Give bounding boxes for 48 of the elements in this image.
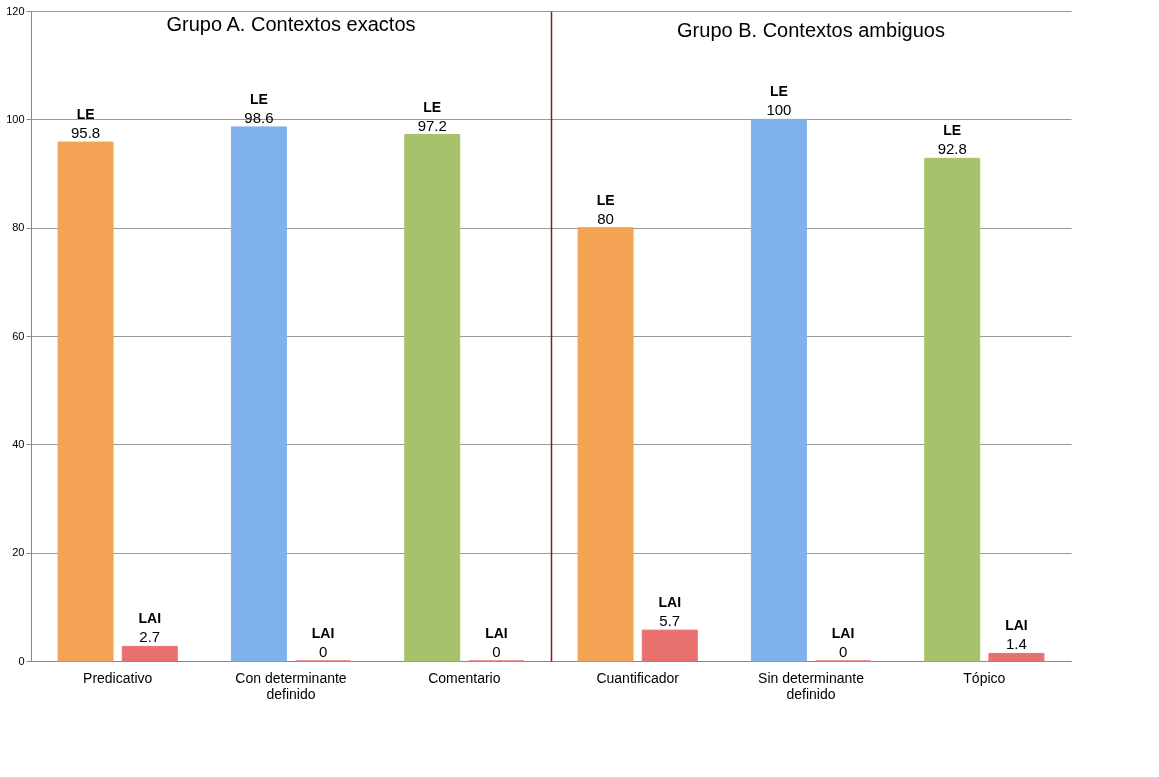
x-tick-label: Con determinante definido bbox=[235, 669, 347, 702]
chart-title: Grupo A. Contextos exactos bbox=[166, 13, 416, 35]
x-tick-label: Comentario bbox=[428, 669, 501, 686]
bar bbox=[121, 645, 178, 662]
x-tick-label: Sin determinante definido bbox=[758, 669, 865, 702]
data-label: 5.7 bbox=[659, 612, 681, 630]
chart-title: Grupo B. Contextos ambiguos bbox=[677, 19, 945, 41]
data-label: 0 bbox=[492, 643, 501, 660]
bar bbox=[924, 157, 981, 662]
series-label: LAI bbox=[138, 610, 162, 627]
data-label: 97.2 bbox=[417, 116, 447, 134]
text: LAI bbox=[831, 625, 855, 641]
data-label: 0 bbox=[318, 643, 328, 660]
bar bbox=[230, 126, 287, 662]
text: LE bbox=[76, 106, 95, 123]
y-tick-label: 60 bbox=[12, 329, 25, 342]
data-label: 2.7 bbox=[139, 628, 161, 646]
data-label: 1.4 bbox=[1006, 635, 1027, 653]
y-tick-label: 0 bbox=[18, 654, 25, 667]
x-tick-label: Cuantificador bbox=[596, 669, 680, 686]
series-label: LE bbox=[249, 90, 268, 107]
bar bbox=[57, 141, 114, 662]
y-tick-label: 120 bbox=[6, 4, 25, 17]
bar bbox=[641, 629, 698, 662]
data-label: 95.8 bbox=[70, 124, 101, 142]
bar bbox=[404, 134, 461, 662]
x-tick-label: Tópico bbox=[963, 669, 1006, 686]
text: LAI bbox=[1005, 617, 1028, 634]
bar bbox=[750, 118, 807, 662]
text: LE bbox=[943, 122, 962, 139]
bar bbox=[988, 652, 1045, 662]
y-tick-label: 40 bbox=[12, 437, 25, 450]
y-tick-label: 100 bbox=[6, 112, 25, 125]
text: LAI bbox=[485, 625, 508, 641]
bar bbox=[577, 227, 634, 662]
series-label: LAI bbox=[658, 594, 682, 611]
data-label: 98.6 bbox=[244, 108, 274, 126]
text: LAI bbox=[311, 625, 335, 641]
text: LE bbox=[423, 98, 442, 115]
series-label: LE bbox=[596, 191, 615, 208]
x-tick-label: Predicativo bbox=[83, 669, 153, 686]
data-label: 100 bbox=[766, 101, 792, 119]
text: LE bbox=[769, 83, 788, 100]
y-tick-label: 20 bbox=[12, 546, 25, 559]
data-label: 92.8 bbox=[937, 140, 967, 158]
data-label: 0 bbox=[838, 643, 848, 660]
data-label: 80 bbox=[597, 209, 614, 227]
y-tick-label: 80 bbox=[12, 221, 25, 234]
